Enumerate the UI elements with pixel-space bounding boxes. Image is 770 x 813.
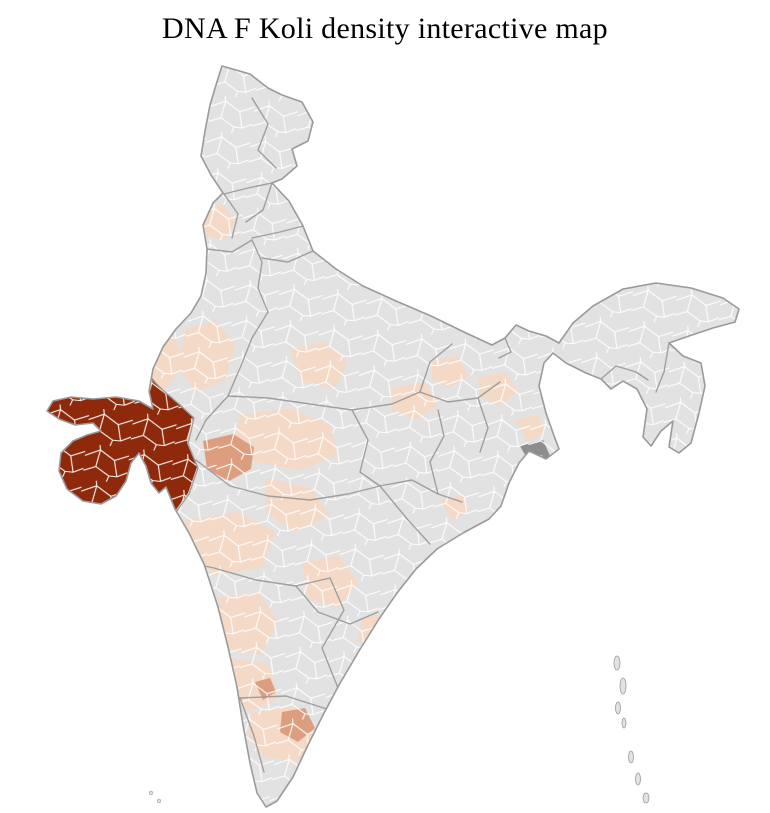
india-mainland-group[interactable]	[30, 55, 750, 813]
page-title: DNA F Koli density interactive map	[162, 12, 608, 45]
andaman-nicobar-islands[interactable]	[613, 655, 650, 804]
india-outline	[46, 65, 740, 808]
island[interactable]	[642, 792, 650, 804]
island[interactable]	[619, 677, 627, 695]
district-borders-mesh	[47, 66, 739, 807]
island[interactable]	[628, 750, 634, 764]
island[interactable]	[613, 655, 621, 671]
island[interactable]	[615, 701, 621, 715]
island[interactable]	[148, 790, 154, 796]
island[interactable]	[156, 798, 162, 804]
island[interactable]	[621, 717, 627, 729]
lakshadweep-islands[interactable]	[148, 790, 162, 804]
island[interactable]	[635, 772, 641, 786]
